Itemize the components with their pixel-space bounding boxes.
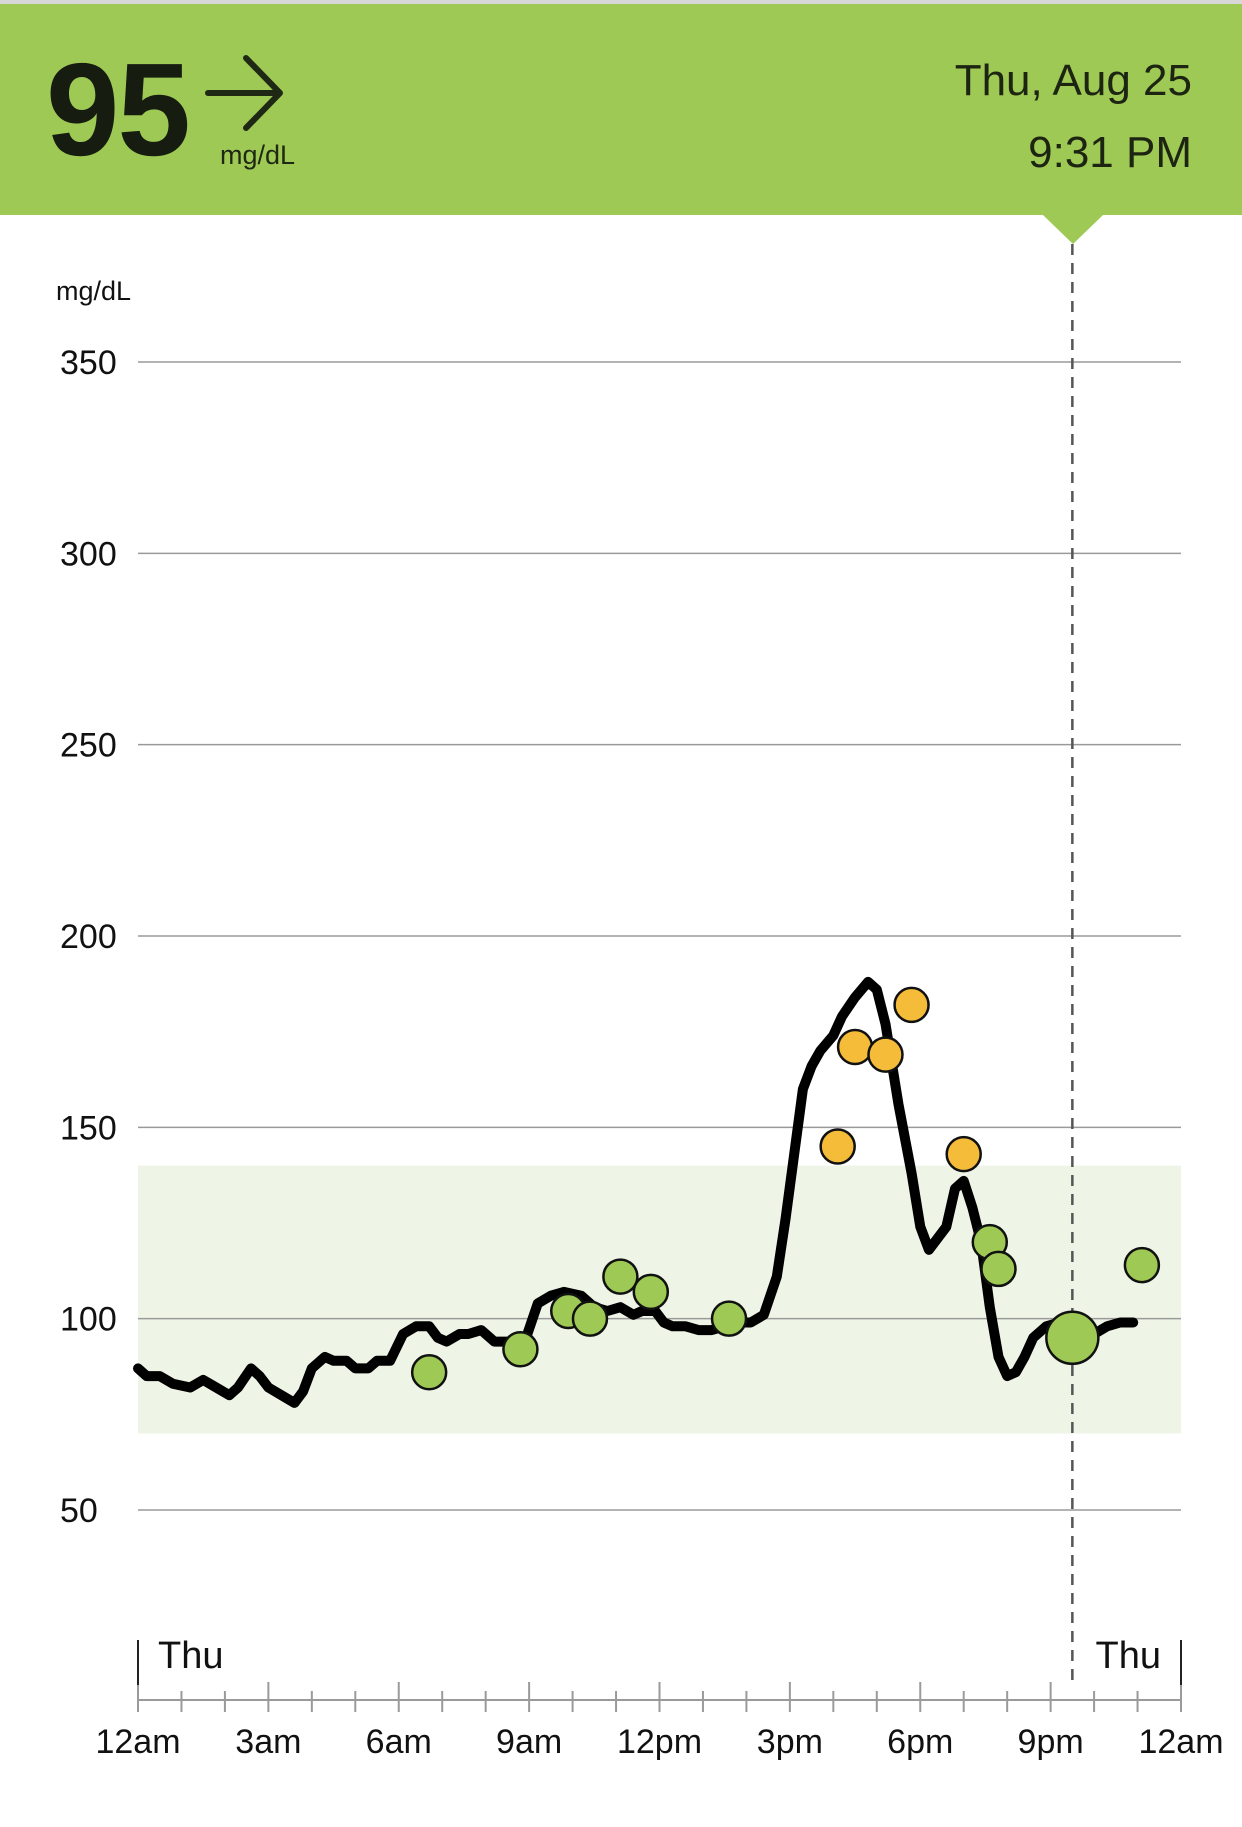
glucose-reading-dot[interactable] [893, 986, 930, 1024]
x-tick-label: 3am [235, 1723, 301, 1761]
glucose-reading-dot[interactable] [410, 1353, 448, 1391]
glucose-reading-dot[interactable] [867, 1036, 904, 1073]
x-tick-label: 3pm [757, 1723, 823, 1761]
x-tick-label: 12am [95, 1723, 180, 1761]
current-reading-header: 95 mg/dL Thu, Aug 25 9:31 PM [0, 4, 1242, 215]
glucose-reading-dot[interactable] [836, 1028, 874, 1066]
glucose-trace-line [133, 976, 1139, 1408]
current-time-pointer [1043, 215, 1103, 244]
reading-date: Thu, Aug 25 [954, 56, 1192, 105]
y-tick-label-250: 250 [60, 727, 117, 765]
current-glucose-value: 95 [46, 36, 191, 183]
x-tick-label: 9pm [1018, 1723, 1084, 1761]
y-tick-label-100: 100 [60, 1301, 117, 1339]
glucose-reading-dot[interactable] [980, 1250, 1017, 1288]
glucose-reading-dot[interactable] [502, 1331, 539, 1368]
status-divider [0, 0, 1242, 4]
day-label-end: Thu [1096, 1635, 1161, 1677]
day-label-start: Thu [158, 1635, 223, 1677]
x-tick-label: 9am [496, 1723, 562, 1761]
y-tick-label-300: 300 [60, 535, 117, 573]
current-reading-dot[interactable] [1045, 1310, 1100, 1366]
x-tick-label: 6pm [887, 1723, 953, 1761]
y-tick-label-150: 150 [60, 1109, 117, 1147]
glucose-reading-dot[interactable] [602, 1258, 639, 1295]
x-tick-label: 12am [1138, 1723, 1223, 1761]
y-tick-label-50: 50 [60, 1492, 98, 1530]
glucose-reading-dot[interactable] [632, 1273, 670, 1311]
reading-time: 9:31 PM [1028, 128, 1192, 177]
glucose-reading-dot[interactable] [1123, 1246, 1161, 1284]
x-tick-label: 12pm [617, 1723, 702, 1761]
glucose-reading-dot[interactable] [571, 1300, 609, 1337]
glucose-reading-dot[interactable] [710, 1300, 748, 1337]
arrow-right-icon [205, 55, 283, 131]
x-tick-label: 6am [366, 1723, 432, 1761]
glucose-reading-dot[interactable] [945, 1135, 982, 1173]
y-axis-unit-label: mg/dL [56, 276, 131, 306]
y-tick-label-350: 350 [60, 344, 117, 382]
y-tick-label-200: 200 [60, 918, 117, 956]
current-glucose-unit: mg/dL [220, 140, 296, 170]
glucose-reading-dot[interactable] [819, 1128, 856, 1165]
